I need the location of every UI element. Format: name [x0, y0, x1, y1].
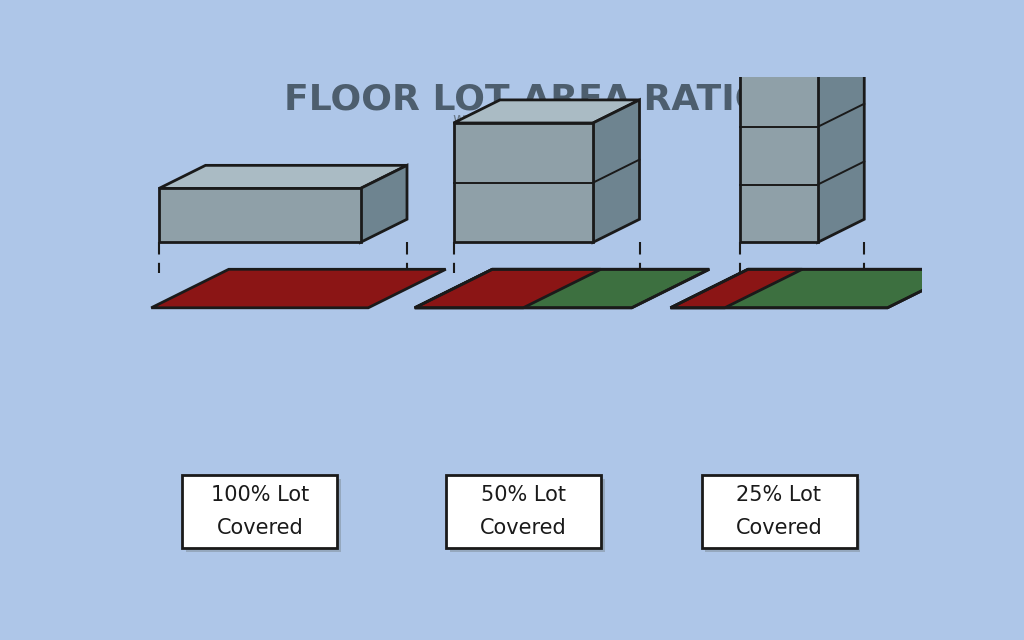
FancyBboxPatch shape	[706, 479, 860, 552]
Text: 100% Lot
Covered: 100% Lot Covered	[211, 486, 309, 538]
Text: FLOOR LOT AREA RATIO: FLOOR LOT AREA RATIO	[284, 83, 766, 117]
Polygon shape	[454, 100, 640, 123]
FancyBboxPatch shape	[182, 476, 337, 548]
Polygon shape	[152, 269, 445, 308]
Polygon shape	[671, 269, 802, 308]
FancyBboxPatch shape	[445, 476, 601, 548]
Polygon shape	[159, 165, 407, 188]
Polygon shape	[740, 12, 818, 243]
Text: 50% Lot
Covered: 50% Lot Covered	[480, 486, 566, 538]
Polygon shape	[415, 269, 601, 308]
Text: 25% Lot
Covered: 25% Lot Covered	[735, 486, 822, 538]
Polygon shape	[454, 123, 593, 243]
FancyBboxPatch shape	[450, 479, 604, 552]
Text: www.ianfulgar.com: www.ianfulgar.com	[453, 111, 597, 127]
Polygon shape	[360, 165, 407, 243]
Polygon shape	[740, 0, 864, 12]
Polygon shape	[671, 269, 965, 308]
FancyBboxPatch shape	[701, 476, 856, 548]
Polygon shape	[159, 188, 360, 243]
Polygon shape	[818, 0, 864, 243]
FancyBboxPatch shape	[186, 479, 341, 552]
Polygon shape	[593, 100, 640, 243]
Polygon shape	[415, 269, 710, 308]
